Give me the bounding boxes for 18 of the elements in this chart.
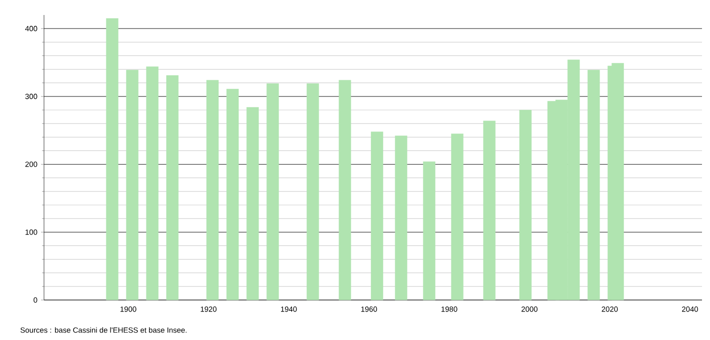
bar xyxy=(266,83,279,300)
bar xyxy=(306,83,319,300)
bar xyxy=(166,75,179,300)
bar xyxy=(423,161,436,300)
bar xyxy=(483,120,496,300)
bar xyxy=(338,80,352,300)
bar xyxy=(608,66,620,300)
bar xyxy=(226,88,239,300)
bar xyxy=(246,107,259,300)
bar xyxy=(146,66,158,300)
bar xyxy=(394,136,408,300)
bar xyxy=(451,134,464,300)
bar xyxy=(106,18,118,300)
bar xyxy=(206,80,219,300)
bar xyxy=(519,110,532,300)
bar xyxy=(126,70,138,300)
bar xyxy=(588,70,600,300)
bar xyxy=(370,132,384,300)
